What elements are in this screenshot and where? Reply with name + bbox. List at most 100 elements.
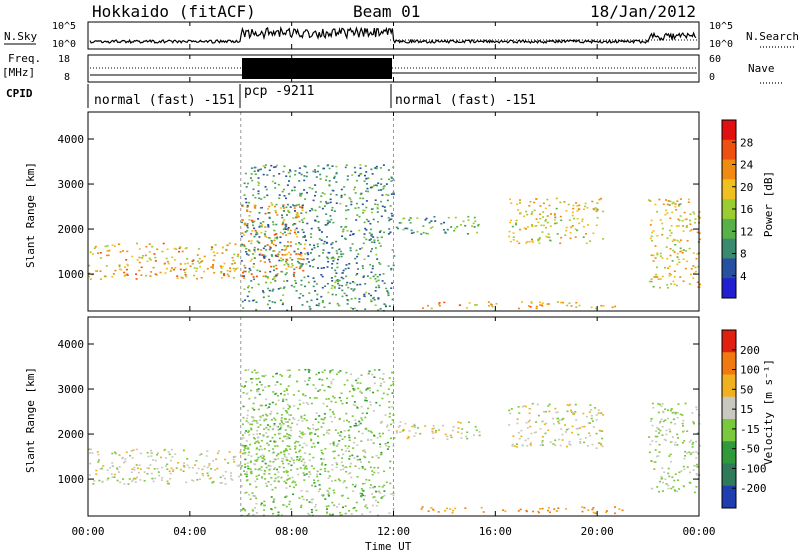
colorbar-swatch-2 [722, 159, 736, 180]
scatter-point-2 [272, 461, 275, 463]
scatter-point-2 [310, 501, 313, 504]
scatter-point-6 [438, 304, 441, 307]
scatter-point-2 [256, 388, 259, 391]
scatter-point-2 [340, 276, 343, 279]
scatter-point-6 [537, 510, 540, 513]
scatter-point-2 [361, 513, 364, 515]
scatter-point-5 [668, 274, 671, 277]
scatter-point-2 [287, 263, 290, 266]
velocity-ylabel: Slant Range [km] [24, 367, 37, 473]
scatter-point-2 [298, 203, 301, 206]
scatter-point-2 [304, 235, 306, 237]
scatter-point-2 [343, 186, 346, 188]
scatter-point-2 [347, 429, 350, 432]
scatter-point-4 [600, 412, 603, 414]
scatter-point-2 [305, 467, 308, 470]
scatter-point-0 [170, 267, 173, 269]
scatter-point-2 [263, 254, 266, 257]
scatter-point-2 [296, 456, 299, 458]
scatter-point-2 [257, 181, 260, 184]
scatter-point-2 [387, 388, 390, 390]
station-title: Hokkaido (fitACF) [92, 2, 256, 21]
scatter-point-4 [591, 200, 594, 203]
scatter-point-4 [555, 207, 558, 210]
scatter-point-1 [274, 467, 276, 469]
scatter-point-0 [229, 270, 232, 273]
scatter-point-2 [391, 371, 393, 374]
scatter-point-2 [307, 253, 310, 256]
scatter-point-2 [263, 500, 266, 503]
scatter-point-4 [574, 411, 577, 413]
scatter-point-2 [328, 302, 331, 305]
scatter-point-2 [388, 228, 391, 230]
scatter-point-2 [298, 399, 301, 402]
colorbar-tick-label-6: -100 [740, 462, 767, 475]
scatter-point-2 [246, 479, 249, 481]
scatter-point-2 [380, 200, 383, 203]
scatter-point-2 [312, 285, 315, 288]
scatter-point-0 [152, 266, 155, 269]
scatter-point-1 [281, 440, 284, 442]
scatter-point-2 [359, 197, 362, 200]
scatter-point-5 [673, 270, 676, 272]
scatter-point-0 [222, 474, 225, 477]
scatter-point-2 [294, 170, 297, 172]
scatter-point-4 [530, 442, 532, 444]
colorbar-tick-label-2: 50 [740, 383, 753, 396]
scatter-point-0 [173, 259, 176, 261]
scatter-point-2 [298, 180, 301, 182]
scatter-point-2 [269, 281, 272, 284]
scatter-point-0 [104, 245, 107, 248]
scatter-point-2 [305, 465, 308, 467]
scatter-point-0 [181, 250, 184, 253]
scatter-point-2 [303, 474, 306, 476]
scatter-point-4 [589, 434, 592, 437]
scatter-point-0 [220, 271, 223, 274]
scatter-point-5 [664, 419, 667, 421]
scatter-point-3 [431, 226, 434, 228]
scatter-point-2 [277, 457, 280, 460]
scatter-point-0 [135, 464, 138, 466]
scatter-point-2 [353, 437, 356, 439]
scatter-point-6 [556, 301, 559, 303]
scatter-point-2 [299, 193, 302, 196]
scatter-point-0 [118, 466, 121, 468]
scatter-point-2 [264, 374, 267, 377]
scatter-point-2 [271, 255, 273, 257]
scatter-point-2 [282, 504, 285, 506]
scatter-point-2 [353, 288, 356, 290]
scatter-point-2 [257, 283, 260, 286]
scatter-point-2 [309, 243, 311, 246]
scatter-point-2 [281, 421, 283, 424]
scatter-point-0 [138, 269, 141, 272]
scatter-point-2 [263, 504, 266, 507]
scatter-point-2 [254, 397, 256, 399]
scatter-point-1 [279, 426, 282, 429]
scatter-point-2 [380, 215, 383, 218]
x-tick-label-6: 00:00 [682, 525, 715, 538]
scatter-point-2 [272, 512, 274, 515]
scatter-point-5 [698, 286, 701, 289]
scatter-point-5 [654, 461, 657, 463]
scatter-point-1 [259, 415, 262, 418]
scatter-point-2 [283, 390, 286, 392]
scatter-point-2 [305, 263, 308, 265]
scatter-point-5 [671, 412, 674, 414]
scatter-point-2 [325, 432, 328, 434]
colorbar-swatch-3 [722, 179, 736, 200]
scatter-point-1 [241, 232, 244, 234]
scatter-point-2 [325, 213, 328, 215]
scatter-point-0 [124, 274, 127, 276]
scatter-point-1 [274, 205, 276, 208]
scatter-point-2 [352, 308, 355, 310]
scatter-point-2 [282, 400, 285, 402]
scatter-point-2 [243, 288, 246, 290]
scatter-point-0 [145, 245, 148, 248]
scatter-point-2 [276, 468, 279, 471]
scatter-point-1 [264, 212, 267, 215]
scatter-point-4 [578, 222, 581, 225]
scatter-point-2 [255, 301, 258, 303]
scatter-point-4 [576, 229, 579, 232]
scatter-point-5 [659, 278, 662, 280]
